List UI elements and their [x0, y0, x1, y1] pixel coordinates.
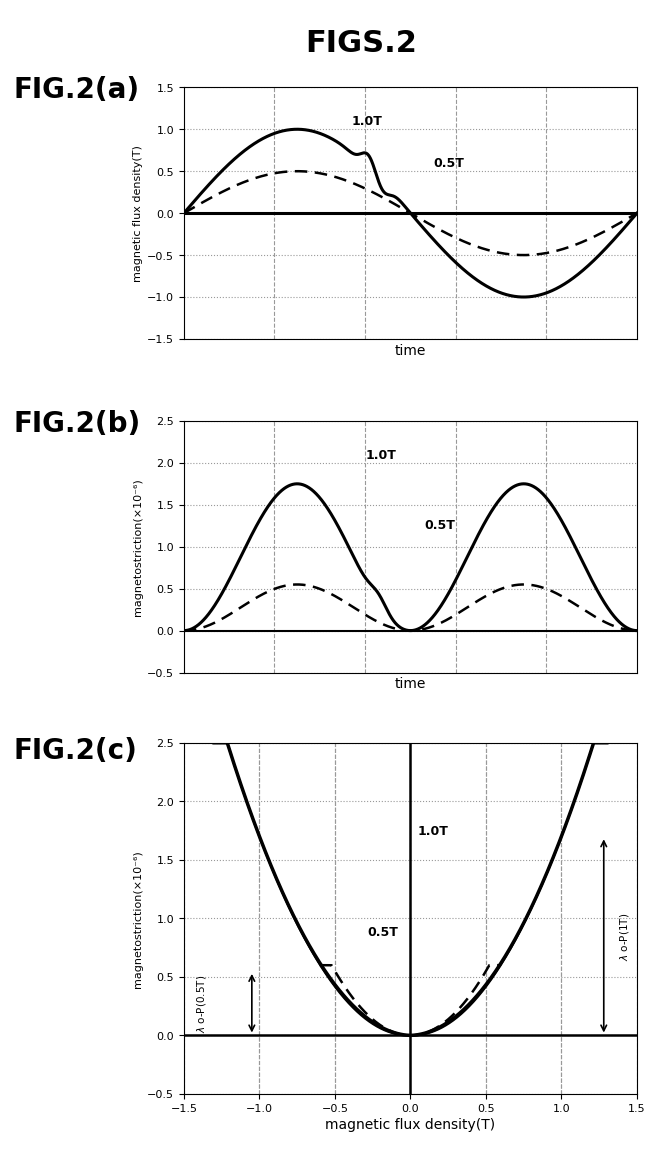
Y-axis label: magnetic flux density(T): magnetic flux density(T)	[133, 145, 143, 282]
Text: 1.0T: 1.0T	[365, 449, 396, 462]
Text: FIG.2(b): FIG.2(b)	[13, 410, 140, 438]
X-axis label: time: time	[394, 344, 426, 358]
Text: 0.5T: 0.5T	[433, 158, 464, 171]
Text: $\lambda$ o-P(0.5T): $\lambda$ o-P(0.5T)	[195, 975, 208, 1033]
X-axis label: magnetic flux density(T): magnetic flux density(T)	[325, 1117, 495, 1131]
Y-axis label: magnetostriction(×10⁻⁶): magnetostriction(×10⁻⁶)	[133, 479, 143, 615]
Text: 0.5T: 0.5T	[424, 518, 455, 531]
Text: 1.0T: 1.0T	[351, 115, 382, 128]
Text: FIG.2(c): FIG.2(c)	[13, 737, 137, 765]
Y-axis label: magnetostriction(×10⁻⁶): magnetostriction(×10⁻⁶)	[133, 849, 143, 987]
Text: $\lambda$ o-P(1T): $\lambda$ o-P(1T)	[618, 911, 630, 961]
X-axis label: time: time	[394, 677, 426, 691]
Text: FIGS.2: FIGS.2	[305, 29, 417, 58]
Text: FIG.2(a): FIG.2(a)	[13, 76, 139, 104]
Text: 0.5T: 0.5T	[367, 925, 398, 940]
Text: 1.0T: 1.0T	[417, 824, 449, 838]
